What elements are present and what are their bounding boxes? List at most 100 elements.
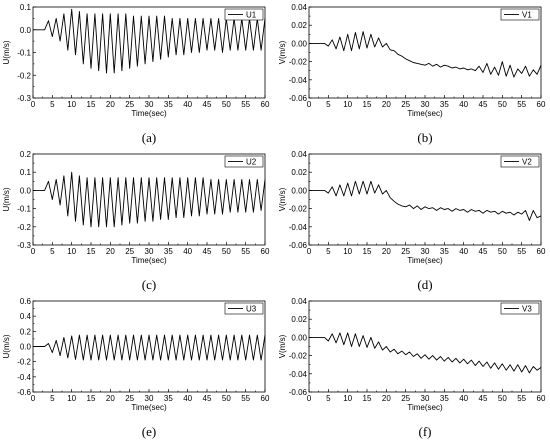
x-axis-label: Time(sec) — [407, 403, 443, 412]
plot-frame — [309, 301, 541, 392]
x-tick-label: 15 — [363, 100, 372, 109]
x-tick-label: 10 — [67, 247, 76, 256]
series-line-v1 — [309, 32, 541, 78]
x-tick-label: 0 — [307, 100, 312, 109]
x-tick-label: 10 — [343, 247, 352, 256]
chart-panel-e: 0 5 10 15 20 25 30 35 40 45 50 55 60 -0.6 -0.4 -0.2 0.0 0… — [2, 297, 270, 439]
x-axis-label: Time(sec) — [131, 403, 167, 412]
x-tick-label: 40 — [183, 100, 192, 109]
y-tick-label: -0.02 — [289, 58, 308, 67]
x-tick-label: 15 — [363, 394, 372, 403]
x-tick-label: 45 — [203, 100, 212, 109]
x-tick-label: 20 — [106, 394, 115, 403]
panel-caption: (e) — [142, 424, 156, 439]
x-tick-label: 50 — [498, 247, 507, 256]
x-tick-label: 45 — [479, 100, 488, 109]
x-tick-label: 10 — [67, 100, 76, 109]
x-tick-label: 50 — [222, 100, 231, 109]
x-tick-label: 0 — [31, 394, 36, 403]
x-tick-label: 15 — [87, 394, 96, 403]
x-tick-label: 5 — [326, 394, 331, 403]
plot-frame — [33, 301, 265, 392]
x-tick-label: 25 — [401, 100, 410, 109]
chart-panel-d: 0 5 10 15 20 25 30 35 40 45 50 55 60 -0.06 -0.04 -0.02 0… — [278, 150, 546, 292]
y-tick-label: -0.3 — [17, 94, 31, 103]
x-axis-label: Time(sec) — [131, 256, 167, 265]
y-tick-label: -0.04 — [289, 76, 308, 85]
y-tick-label: -0.02 — [289, 205, 308, 214]
y-tick-label: -0.06 — [289, 241, 308, 250]
x-tick-label: 55 — [241, 247, 250, 256]
x-tick-label: 15 — [87, 247, 96, 256]
y-tick-label: -0.1 — [17, 205, 31, 214]
x-tick-label: 35 — [164, 100, 173, 109]
y-tick-label: 0.2 — [20, 327, 32, 336]
y-tick-label: -0.4 — [17, 373, 31, 382]
y-tick-label: 0.0 — [20, 186, 32, 195]
y-tick-label: 0.1 — [20, 168, 32, 177]
x-tick-label: 5 — [326, 247, 331, 256]
x-tick-label: 40 — [459, 394, 468, 403]
y-tick-label: -0.06 — [289, 94, 308, 103]
y-axis-label: U(m/s) — [2, 40, 11, 64]
plot-frame — [33, 154, 265, 245]
series-line-v3 — [309, 333, 541, 373]
y-tick-label: -0.02 — [289, 352, 308, 361]
series-line-u2 — [33, 172, 265, 227]
y-axis-label: V(m/s) — [278, 334, 287, 358]
x-tick-label: 30 — [145, 100, 154, 109]
y-tick-label: 0.02 — [291, 21, 307, 30]
x-tick-label: 30 — [421, 247, 430, 256]
x-tick-label: 20 — [106, 247, 115, 256]
y-axis-label: U(m/s) — [2, 334, 11, 358]
y-tick-label: 0.1 — [20, 3, 32, 12]
x-tick-label: 55 — [241, 100, 250, 109]
panel-caption: (c) — [142, 277, 156, 292]
x-tick-label: 55 — [241, 394, 250, 403]
y-tick-label: 0.00 — [291, 39, 307, 48]
x-tick-label: 50 — [222, 394, 231, 403]
y-tick-label: -0.04 — [289, 223, 308, 232]
x-tick-label: 60 — [537, 100, 546, 109]
legend-label: U3 — [246, 305, 257, 314]
y-tick-label: 0.04 — [291, 297, 307, 306]
y-tick-label: -0.2 — [17, 223, 31, 232]
x-tick-label: 35 — [440, 247, 449, 256]
x-tick-label: 25 — [125, 394, 134, 403]
x-tick-label: 5 — [50, 247, 55, 256]
y-tick-label: -0.2 — [17, 358, 31, 367]
y-axis-label: V(m/s) — [278, 187, 287, 211]
x-tick-label: 5 — [50, 394, 55, 403]
series-line-v2 — [309, 181, 541, 220]
x-tick-label: 35 — [440, 100, 449, 109]
x-tick-label: 50 — [498, 100, 507, 109]
x-tick-label: 45 — [479, 394, 488, 403]
y-axis-label: V(m/s) — [278, 40, 287, 64]
series-line-u3 — [33, 335, 265, 360]
x-tick-label: 10 — [343, 394, 352, 403]
x-tick-label: 60 — [537, 394, 546, 403]
panel-caption: (a) — [142, 130, 156, 145]
x-tick-label: 20 — [382, 100, 391, 109]
x-tick-label: 20 — [106, 100, 115, 109]
x-axis-label: Time(sec) — [131, 109, 167, 118]
x-tick-label: 40 — [459, 100, 468, 109]
x-tick-label: 40 — [183, 247, 192, 256]
legend-label: V3 — [522, 305, 532, 314]
y-axis-label: U(m/s) — [2, 187, 11, 211]
x-tick-label: 35 — [164, 247, 173, 256]
x-tick-label: 45 — [203, 247, 212, 256]
y-tick-label: 0.2 — [20, 150, 32, 159]
x-tick-label: 50 — [498, 394, 507, 403]
panel-caption: (b) — [417, 130, 432, 145]
x-tick-label: 60 — [261, 394, 270, 403]
x-tick-label: 5 — [326, 100, 331, 109]
x-axis-label: Time(sec) — [407, 256, 443, 265]
x-tick-label: 20 — [382, 394, 391, 403]
x-tick-label: 30 — [145, 247, 154, 256]
x-tick-label: 50 — [222, 247, 231, 256]
x-tick-label: 30 — [421, 100, 430, 109]
y-tick-label: 0.00 — [291, 333, 307, 342]
legend-label: V2 — [522, 158, 532, 167]
y-tick-label: 0.02 — [291, 315, 307, 324]
